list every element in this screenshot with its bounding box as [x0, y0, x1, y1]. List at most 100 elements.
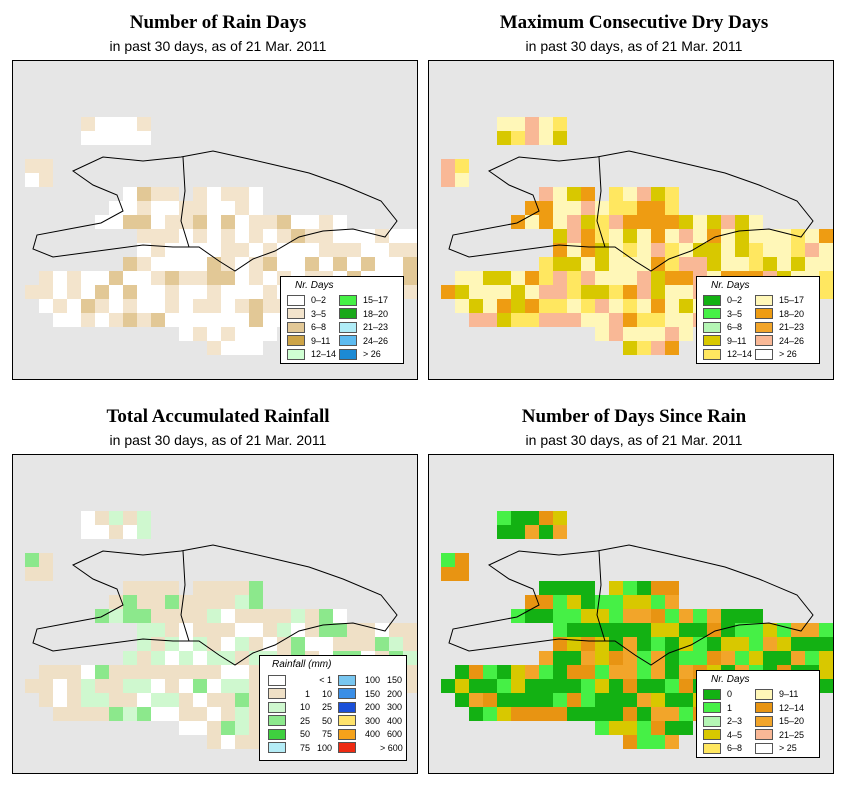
- grid-cell: [693, 243, 707, 257]
- legend-swatch: [755, 729, 773, 740]
- legend-label-low: 200: [364, 702, 380, 712]
- grid-cell: [403, 229, 417, 243]
- grid-cell: [609, 257, 623, 271]
- grid-cell: [511, 679, 525, 693]
- grid-cell: [651, 271, 665, 285]
- grid-cell: [375, 257, 389, 271]
- grid-cell: [637, 721, 651, 735]
- grid-cell: [581, 285, 595, 299]
- grid-cell: [595, 257, 609, 271]
- grid-cell: [305, 637, 319, 651]
- grid-cell: [151, 271, 165, 285]
- legend-label: 1: [727, 702, 733, 713]
- grid-cell: [441, 567, 455, 581]
- grid-cell: [165, 581, 179, 595]
- grid-cell: [333, 637, 347, 651]
- grid-cell: [679, 721, 693, 735]
- grid-cell: [553, 117, 567, 131]
- grid-cell: [567, 201, 581, 215]
- grid-cell: [151, 229, 165, 243]
- grid-cell: [609, 285, 623, 299]
- grid-cell: [67, 299, 81, 313]
- grid-cell: [539, 609, 553, 623]
- grid-cell: [609, 271, 623, 285]
- grid-cell: [123, 595, 137, 609]
- grid-cell: [263, 623, 277, 637]
- legend-label: 75 100: [292, 743, 332, 753]
- grid-cell: [221, 201, 235, 215]
- grid-cell: [179, 271, 193, 285]
- grid-cell: [679, 665, 693, 679]
- grid-cell: [39, 665, 53, 679]
- legend-swatch: [703, 308, 721, 319]
- legend-dry-days: Nr. Days 0–2 3–5 6–8 9–11 12–14 15–17 18–20 21–…: [696, 276, 820, 364]
- legend-label: 21–23: [779, 322, 805, 332]
- grid-cell: [553, 707, 567, 721]
- grid-cell: [193, 243, 207, 257]
- grid-cell: [25, 567, 39, 581]
- grid-cell: [25, 159, 39, 173]
- grid-cell: [235, 299, 249, 313]
- grid-cell: [651, 665, 665, 679]
- grid-cell: [595, 651, 609, 665]
- grid-cell: [249, 215, 263, 229]
- grid-cell: [123, 299, 137, 313]
- grid-cell: [595, 299, 609, 313]
- grid-cell: [151, 243, 165, 257]
- grid-cell: [67, 707, 81, 721]
- grid-cell: [137, 595, 151, 609]
- grid-cell: [665, 595, 679, 609]
- legend-label-high: 400: [386, 715, 402, 726]
- grid-cell: [305, 215, 319, 229]
- legend-swatch: [755, 702, 773, 713]
- grid-cell: [525, 299, 539, 313]
- grid-cell: [151, 313, 165, 327]
- grid-cell: [637, 299, 651, 313]
- grid-cell: [665, 313, 679, 327]
- grid-cell: [679, 679, 693, 693]
- grid-cell: [511, 511, 525, 525]
- grid-cell: [623, 243, 637, 257]
- grid-cell: [221, 271, 235, 285]
- grid-cell: [221, 707, 235, 721]
- grid-cell: [137, 257, 151, 271]
- legend-item: 0: [703, 688, 732, 700]
- legend-swatch: [338, 728, 356, 740]
- grid-cell: [137, 229, 151, 243]
- grid-cell: [581, 299, 595, 313]
- grid-cell: [665, 581, 679, 595]
- grid-cell: [623, 679, 637, 693]
- grid-cell: [67, 665, 81, 679]
- grid-cell: [151, 609, 165, 623]
- grid-cell: [609, 581, 623, 595]
- grid-cell: [623, 327, 637, 341]
- legend-rain-days: Nr. Days 0–2 3–5 6–8 9–11 12–14 15–17 18–20 21–…: [280, 276, 404, 364]
- grid-cell: [39, 159, 53, 173]
- grid-cell: [109, 285, 123, 299]
- grid-cell: [207, 271, 221, 285]
- legend-label: > 25: [779, 743, 797, 753]
- grid-cell: [137, 665, 151, 679]
- grid-cell: [679, 313, 693, 327]
- grid-cell: [263, 609, 277, 623]
- grid-cell: [389, 229, 403, 243]
- grid-cell: [679, 229, 693, 243]
- grid-cell: [693, 637, 707, 651]
- panel-title: Number of Days Since Rain: [521, 406, 747, 427]
- grid-cell: [511, 665, 525, 679]
- grid-cell: [361, 637, 375, 651]
- grid-cell: [95, 693, 109, 707]
- legend-label: 12–14: [779, 702, 805, 713]
- grid-cell: [81, 511, 95, 525]
- grid-cell: [651, 693, 665, 707]
- grid-cell: [497, 299, 511, 313]
- grid-cell: [819, 651, 833, 665]
- grid-cell: [735, 243, 749, 257]
- grid-cell: [193, 679, 207, 693]
- grid-cell: [665, 243, 679, 257]
- grid-cell: [805, 229, 819, 243]
- grid-cell: [609, 187, 623, 201]
- grid-cell: [39, 299, 53, 313]
- grid-cell: [221, 341, 235, 355]
- legend-label-low: 10: [299, 702, 310, 712]
